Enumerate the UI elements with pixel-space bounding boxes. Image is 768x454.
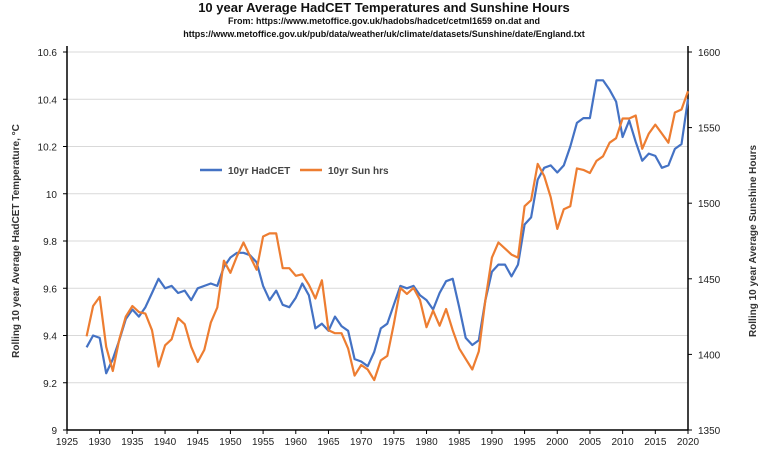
y2-tick-label: 1350 — [698, 426, 721, 437]
y-tick-label: 9.6 — [43, 284, 57, 295]
x-tick-label: 2010 — [612, 437, 635, 448]
y-tick-label: 9 — [51, 426, 57, 437]
y-tick-label: 10.4 — [38, 95, 58, 106]
y-tick-label: 9.2 — [43, 379, 57, 390]
x-tick-label: 1955 — [252, 437, 275, 448]
x-tick-label: 1960 — [285, 437, 308, 448]
x-tick-label: 1980 — [415, 437, 438, 448]
y2-tick-label: 1600 — [698, 48, 721, 59]
series-line-hadcet — [85, 79, 690, 375]
legend-label: 10yr Sun hrs — [328, 166, 389, 177]
x-tick-label: 2005 — [579, 437, 602, 448]
x-tick-label: 2015 — [644, 437, 667, 448]
x-tick-label: 2020 — [677, 437, 700, 448]
y-tick-label: 10.2 — [38, 143, 58, 154]
chart-subtitle-line2: https://www.metoffice.gov.uk/pub/data/we… — [183, 29, 585, 39]
x-tick-label: 1965 — [317, 437, 340, 448]
x-tick-label: 1970 — [350, 437, 373, 448]
chart-subtitle-line1: From: https://www.metoffice.gov.uk/hadob… — [227, 16, 541, 26]
x-tick-label: 1925 — [56, 437, 79, 448]
x-tick-label: 1950 — [219, 437, 242, 448]
y-tick-label: 9.4 — [43, 332, 57, 343]
y2-tick-label: 1550 — [698, 124, 721, 135]
y-tick-label: 9.8 — [43, 237, 57, 248]
y2-tick-label: 1450 — [698, 275, 721, 286]
x-tick-label: 1975 — [383, 437, 406, 448]
x-tick-label: 1995 — [513, 437, 536, 448]
legend-label: 10yr HadCET — [228, 166, 290, 177]
x-tick-label: 2000 — [546, 437, 569, 448]
y2-axis-label: Rolling 10 year Average Sunshine Hours — [748, 145, 759, 338]
chart-title: 10 year Average HadCET Temperatures and … — [198, 0, 570, 15]
y2-tick-label: 1500 — [698, 199, 721, 210]
x-tick-label: 1940 — [154, 437, 177, 448]
y-tick-label: 10 — [46, 190, 58, 201]
series-line-sun-hrs — [85, 90, 690, 382]
x-tick-label: 1930 — [89, 437, 112, 448]
x-tick-label: 1935 — [121, 437, 144, 448]
x-tick-label: 1945 — [187, 437, 210, 448]
y-axis-label: Rolling 10 year Average HadCET Temperatu… — [11, 124, 22, 358]
y2-tick-label: 1400 — [698, 350, 721, 361]
y-tick-label: 10.6 — [38, 48, 58, 59]
x-tick-label: 1985 — [448, 437, 471, 448]
x-tick-label: 1990 — [481, 437, 504, 448]
